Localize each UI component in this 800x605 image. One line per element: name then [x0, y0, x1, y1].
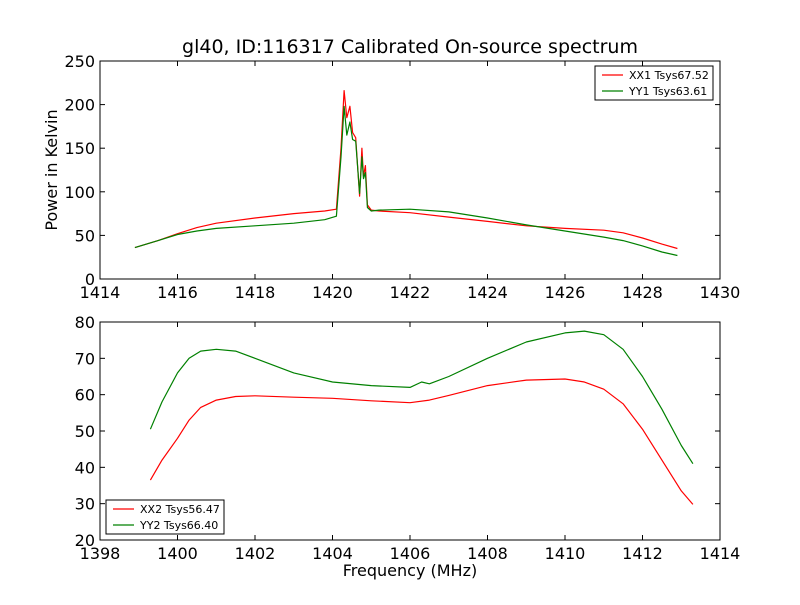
x-tick-label: 1420 — [312, 283, 353, 302]
y-tick-label: 50 — [75, 422, 95, 441]
y-tick-label: 50 — [75, 226, 95, 245]
plots-layer: 1414 1416 1418 1420 1422 1424 1426 1428 14300501… — [42, 52, 740, 580]
x-axis-label: Frequency (MHz) — [343, 561, 477, 580]
legend-label: XX2 Tsys56.47 — [140, 503, 220, 516]
y-tick-label: 0 — [85, 270, 95, 289]
x-tick-label: 1428 — [622, 283, 663, 302]
y-tick-label: 60 — [75, 386, 95, 405]
x-tick-label: 1424 — [467, 283, 508, 302]
y-axis-label: Power in Kelvin — [42, 109, 61, 230]
y-tick-label: 250 — [64, 52, 95, 71]
figure-title: gl40, ID:116317 Calibrated On-source spe… — [182, 36, 638, 58]
y-tick-label: 30 — [75, 495, 95, 514]
series-line-2-2 — [149, 330, 694, 465]
legend-box-2 — [105, 499, 225, 535]
y-tick-label: 100 — [64, 183, 95, 202]
legend-label: XX1 Tsys67.52 — [629, 69, 709, 82]
series-line-1-2 — [134, 105, 678, 257]
x-tick-label: 1400 — [157, 544, 198, 563]
y-tick-label: 150 — [64, 139, 95, 158]
x-tick-label: 1426 — [545, 283, 586, 302]
x-tick-label: 1414 — [80, 283, 121, 302]
x-tick-label: 1410 — [545, 544, 586, 563]
y-tick-label: 70 — [75, 349, 95, 368]
y-tick-label: 80 — [75, 313, 95, 332]
x-tick-label: 1398 — [80, 544, 121, 563]
series-line-2-1 — [149, 378, 694, 505]
x-tick-label: 1406 — [390, 544, 431, 563]
legend-box-1 — [594, 65, 714, 101]
x-tick-label: 1430 — [700, 283, 741, 302]
x-tick-label: 1418 — [235, 283, 276, 302]
x-tick-label: 1414 — [700, 544, 741, 563]
x-tick-label: 1402 — [235, 544, 276, 563]
legend-label: YY2 Tsys66.40 — [139, 519, 218, 532]
y-tick-label: 20 — [75, 531, 95, 550]
x-tick-label: 1404 — [312, 544, 353, 563]
legend-label: YY1 Tsys63.61 — [628, 85, 707, 98]
x-tick-label: 1416 — [157, 283, 198, 302]
x-tick-label: 1408 — [467, 544, 508, 563]
plot-1: 1414 1416 1418 1420 1422 1424 1426 1428 1430 0 50 1… — [42, 52, 740, 302]
y-tick-label: 200 — [64, 96, 95, 115]
y-tick-label: 40 — [75, 458, 95, 477]
plot-2: 1398 1400 1402 1404 1406 1408 1410 1412 1414 20 30… — [75, 313, 741, 580]
x-tick-label: 1412 — [622, 544, 663, 563]
x-tick-label: 1422 — [390, 283, 431, 302]
